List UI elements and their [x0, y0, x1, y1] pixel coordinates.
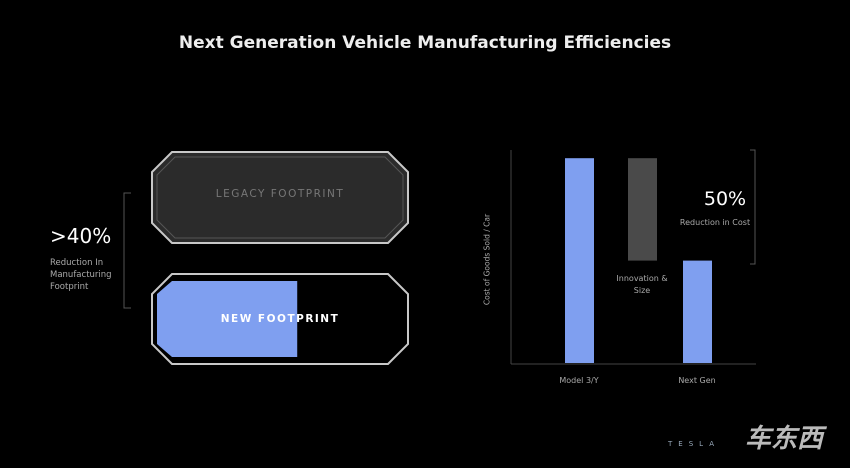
slide-title: Next Generation Vehicle Manufacturing Ef… — [178, 33, 672, 53]
legacy-footprint-label: LEGACY FOOTPRINT — [215, 188, 345, 200]
tesla-wordmark: TESLA — [668, 440, 720, 448]
new-footprint-fill — [157, 281, 298, 357]
step-label-innovation: Innovation & Size — [616, 274, 668, 295]
footprint-reduction-text: Reduction In Manufacturing Footprint — [50, 258, 112, 292]
x-label-next-gen: Next Gen — [678, 376, 716, 385]
reduction-bracket — [750, 149, 756, 265]
legacy-footprint-box — [151, 151, 409, 244]
watermark-logo: 车东西 — [745, 424, 824, 454]
new-footprint-label: NEW FOOTPRINT — [220, 313, 340, 325]
bar-innovation-size — [628, 158, 657, 261]
cost-reduction-text: Reduction in Cost — [679, 218, 751, 227]
footprint-reduction-value: >40% — [50, 224, 112, 248]
footprint-bracket — [123, 192, 131, 309]
x-label-model-3y: Model 3/Y — [559, 376, 599, 385]
bar-model-3-y — [565, 158, 594, 363]
footprint-diagram — [123, 151, 409, 365]
y-axis-label: Cost of Goods Sold / Car — [482, 213, 492, 306]
cost-reduction-value: 50% — [703, 188, 747, 210]
bar-next-gen — [683, 260, 712, 363]
